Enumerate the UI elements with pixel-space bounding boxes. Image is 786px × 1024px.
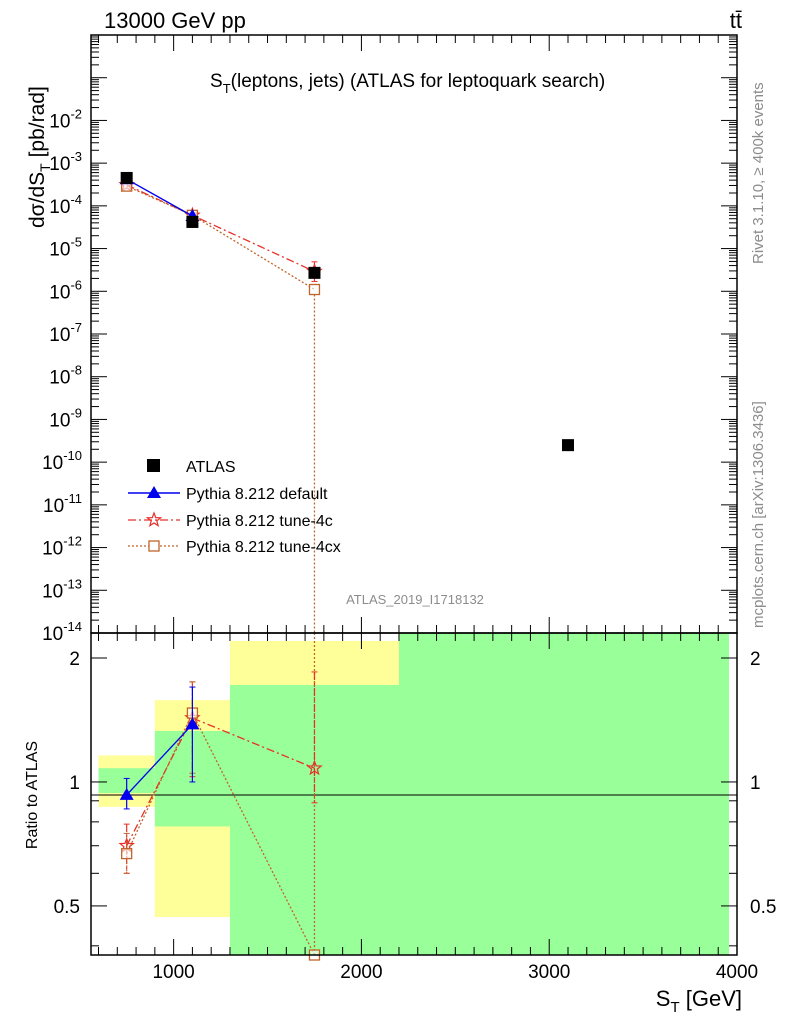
- mcplots-label: mcplots.cern.ch [arXiv:1306.3436]: [750, 401, 767, 628]
- series-line: [126, 717, 315, 846]
- y-tick-label: 10-13: [42, 576, 82, 602]
- legend-tune4cx-label: Pythia 8.212 tune-4cx: [186, 539, 341, 556]
- x-tick-label: 2000: [340, 962, 382, 983]
- analysis-label: ATLAS_2019_I1718132: [346, 592, 484, 607]
- y-tick-label: 10-11: [43, 491, 82, 517]
- y-axis-label: dσ/dST [pb/rad]: [26, 86, 53, 228]
- series-line: [126, 723, 193, 796]
- legend-default-label: Pythia 8.212 default: [186, 486, 328, 503]
- data-point: [121, 847, 133, 860]
- y-tick-label: 10-10: [42, 448, 82, 474]
- legend-tune4cx-marker: [148, 540, 160, 552]
- ratio-y-tick-label-right: 0.5: [750, 897, 776, 918]
- main-data: [118, 171, 574, 633]
- data-point: [120, 171, 133, 184]
- y-tick-label: 10-8: [49, 363, 82, 389]
- y-tick-label: 10-12: [42, 534, 82, 560]
- y-tick-label: 10-14: [42, 619, 82, 645]
- data-point: [119, 787, 134, 800]
- rivet-label: Rivet 3.1.10, ≥ 400k events: [750, 82, 767, 264]
- data-point: [308, 283, 321, 296]
- ratio-y-tick-label: 1: [69, 773, 80, 794]
- main-y-ticks: 10-2 10-3 10-4 10-5 10-6 10-7 10-8 10-9 10-10 10-…: [42, 34, 737, 645]
- y-tick-label: 10-2: [49, 106, 82, 132]
- legend-default-marker: [147, 486, 161, 498]
- legend-tune4c-label: Pythia 8.212 tune-4c: [186, 513, 333, 530]
- ratio-bands: [98, 633, 729, 955]
- data-point: [186, 215, 199, 228]
- data-point: [561, 439, 574, 452]
- process-label: tt̄: [730, 8, 742, 33]
- legend: ATLAS Pythia 8.212 default Pythia 8.212 …: [128, 459, 341, 556]
- data-point: [308, 266, 321, 279]
- ratio-ticks: 0.5 0.5 1 1 2 2: [54, 649, 776, 947]
- y-tick-label: 10-3: [49, 149, 82, 175]
- ratio-frame: [90, 632, 738, 956]
- plot-title: ST(leptons, jets) (ATLAS for leptoquark …: [210, 71, 605, 96]
- ratio-y-tick-label-right: 2: [750, 649, 761, 670]
- legend-atlas-marker: [147, 459, 160, 472]
- y-tick-label: 10-9: [49, 405, 82, 431]
- ratio-data: [118, 633, 323, 961]
- series-line: [126, 178, 193, 217]
- x-tick-label: 4000: [716, 962, 758, 983]
- x-tick-label: 3000: [528, 962, 570, 983]
- ratio-y-tick-label: 0.5: [54, 897, 80, 918]
- x-tick-label: 1000: [152, 962, 194, 983]
- legend-tune4c-marker: [145, 511, 163, 528]
- energy-label: 13000 GeV pp: [104, 8, 246, 33]
- x-axis-label: ST [GeV]: [656, 986, 742, 1016]
- legend-atlas-label: ATLAS: [186, 459, 236, 476]
- y-tick-label: 10-4: [49, 192, 82, 218]
- data-point: [185, 717, 200, 730]
- y-tick-label: 10-6: [49, 277, 82, 303]
- data-point: [306, 759, 323, 776]
- series-line: [126, 184, 315, 273]
- ratio-y-tick-label: 2: [69, 649, 80, 670]
- green-band-3: [398, 633, 729, 955]
- ratio-y-axis-label: Ratio to ATLAS: [24, 741, 41, 849]
- y-tick-label: 10-5: [49, 235, 82, 261]
- y-tick-label: 10-7: [49, 320, 82, 346]
- ratio-y-tick-label-right: 1: [750, 773, 761, 794]
